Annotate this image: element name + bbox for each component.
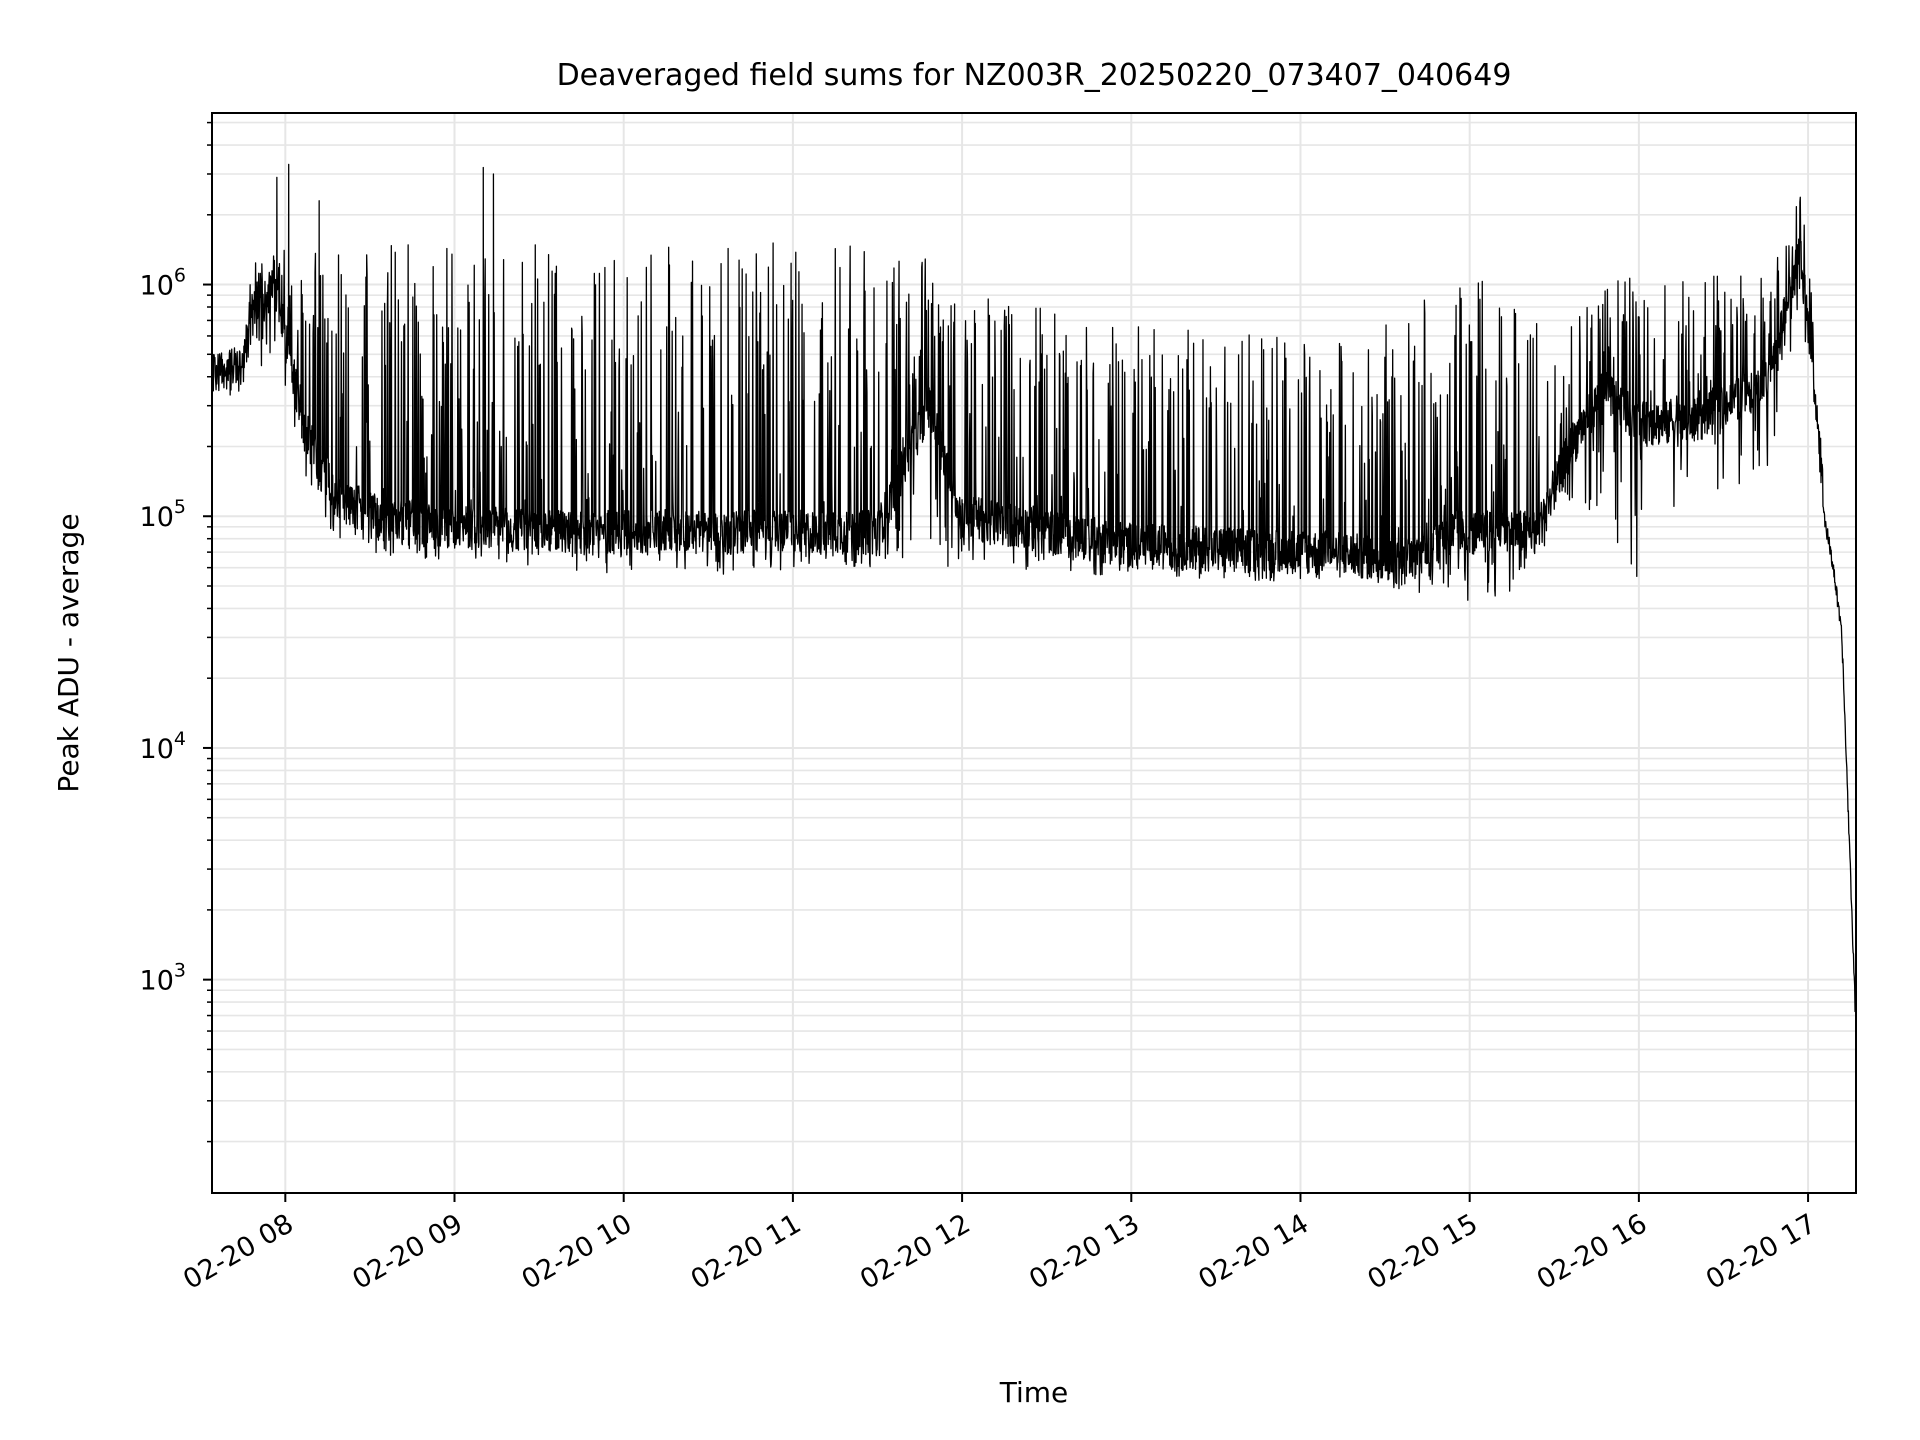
grid: [212, 113, 1856, 1193]
y-axis: 103 104 105 106: [140, 121, 212, 1143]
y-tick-label: 105: [140, 496, 186, 533]
series-line: [212, 163, 1856, 1013]
chart-title: Deaveraged field sums for NZ003R_2025022…: [557, 58, 1512, 93]
y-tick-label: 106: [140, 265, 186, 302]
x-axis-label: Time: [999, 1376, 1069, 1409]
plot-frame: [211, 112, 1857, 1194]
y-tick-label: 104: [140, 728, 186, 765]
y-axis-label: Peak ADU - average: [52, 513, 85, 792]
y-tick-label: 103: [140, 960, 186, 997]
plot-area: [212, 163, 1856, 1013]
